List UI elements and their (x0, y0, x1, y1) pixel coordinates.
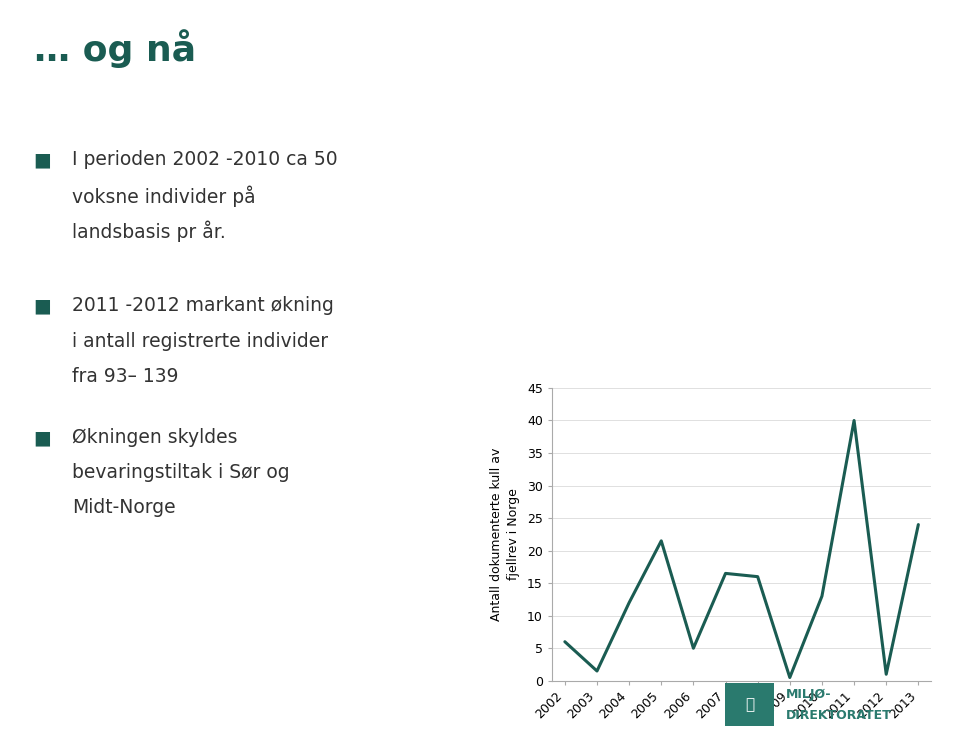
Text: fra 93– 139: fra 93– 139 (72, 367, 179, 386)
Text: ■: ■ (34, 296, 51, 315)
FancyBboxPatch shape (725, 683, 775, 726)
Text: bevaringstiltak i Sør og: bevaringstiltak i Sør og (72, 463, 290, 482)
Text: landsbasis pr år.: landsbasis pr år. (72, 220, 226, 242)
Y-axis label: Antall dokumenterte kull av
fjellrev i Norge: Antall dokumenterte kull av fjellrev i N… (491, 448, 520, 621)
Text: 2011 -2012 markant økning: 2011 -2012 markant økning (72, 296, 334, 315)
Text: MILJØ-: MILJØ- (785, 687, 831, 701)
Text: I perioden 2002 -2010 ca 50: I perioden 2002 -2010 ca 50 (72, 150, 338, 169)
Text: i antall registrerte individer: i antall registrerte individer (72, 332, 328, 351)
Text: … og nå: … og nå (34, 29, 196, 68)
Text: Midt-Norge: Midt-Norge (72, 498, 176, 518)
Text: 📖: 📖 (745, 697, 755, 712)
Text: voksne individer på: voksne individer på (72, 185, 255, 206)
Text: Økningen skyldes: Økningen skyldes (72, 428, 237, 447)
Text: ■: ■ (34, 428, 51, 447)
Text: DIREKTORATET: DIREKTORATET (785, 709, 892, 722)
Text: ■: ■ (34, 150, 51, 169)
